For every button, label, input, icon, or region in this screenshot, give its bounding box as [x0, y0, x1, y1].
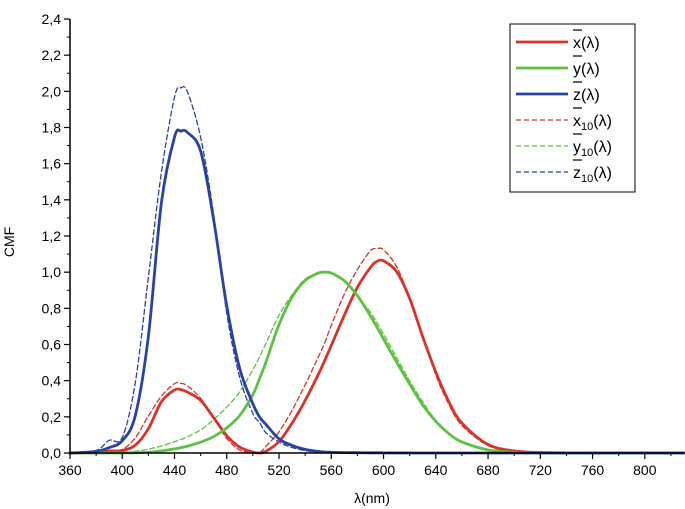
x-tick-label: 680 [476, 462, 500, 478]
series-line-x2 [68, 258, 685, 455]
x-tick-label: 400 [111, 462, 135, 478]
legend-label: z(λ) [573, 87, 600, 104]
x-tick-label: 520 [267, 462, 291, 478]
y-tick-label: 0,0 [42, 445, 62, 461]
legend-label: y10(λ) [573, 139, 612, 159]
x-tick-label: 600 [372, 462, 396, 478]
x-tick-label: 440 [163, 462, 187, 478]
series-line-x10-dashed [69, 247, 685, 455]
x-tick-label: 720 [529, 462, 553, 478]
y-tick-label: 2,2 [42, 47, 62, 63]
x-axis-title: λ(nm) [354, 490, 390, 506]
axes: 0,00,20,40,60,81,01,21,41,61,82,02,22,4 … [1, 11, 684, 506]
y-tick-label: 1,2 [42, 228, 62, 244]
y-tick-label: 0,6 [42, 337, 62, 353]
y-tick-label: 1,4 [42, 192, 62, 208]
y-tick-label: 2,4 [42, 11, 62, 27]
legend-label: x(λ) [573, 35, 600, 52]
x-tick-label: 760 [581, 462, 605, 478]
y-axis-title: CMF [1, 227, 17, 257]
series-line-y2 [68, 270, 685, 455]
legend-label: x10(λ) [573, 113, 612, 133]
y-tick-label: 1,0 [42, 264, 62, 280]
y-tick-label: 0,4 [42, 373, 62, 389]
legend-box [509, 23, 636, 193]
x-tick-label: 800 [633, 462, 657, 478]
legend-label: y(λ) [573, 61, 600, 78]
legend: x(λ) y(λ) z(λ) x10(λ) y10(λ) z10(λ) [509, 23, 636, 193]
y-tick-label: 0,2 [42, 409, 62, 425]
y-tick-label: 2,0 [42, 83, 62, 99]
y-tick-label: 1,6 [42, 156, 62, 172]
legend-label: z10(λ) [573, 165, 612, 185]
x-tick-label: 360 [58, 462, 82, 478]
x-ticks: 360 400 440 480 520 560 600 640 680 720 760 800 [58, 453, 672, 478]
y-ticks: 0,0 0,2 0,4 0,6 0,8 1,0 1,2 1,4 1,6 1,8 2,0 2,2 2,4 [42, 11, 70, 461]
x-tick-label: 480 [215, 462, 239, 478]
x-tick-label: 560 [320, 462, 344, 478]
legend-items: x(λ) y(λ) z(λ) x10(λ) y10(λ) z10(λ) [516, 29, 612, 185]
x-tick-label: 640 [424, 462, 448, 478]
y-tick-label: 0,8 [42, 300, 62, 316]
series-line-y10-dashed [69, 271, 685, 454]
y-tick-label: 1,8 [42, 120, 62, 136]
